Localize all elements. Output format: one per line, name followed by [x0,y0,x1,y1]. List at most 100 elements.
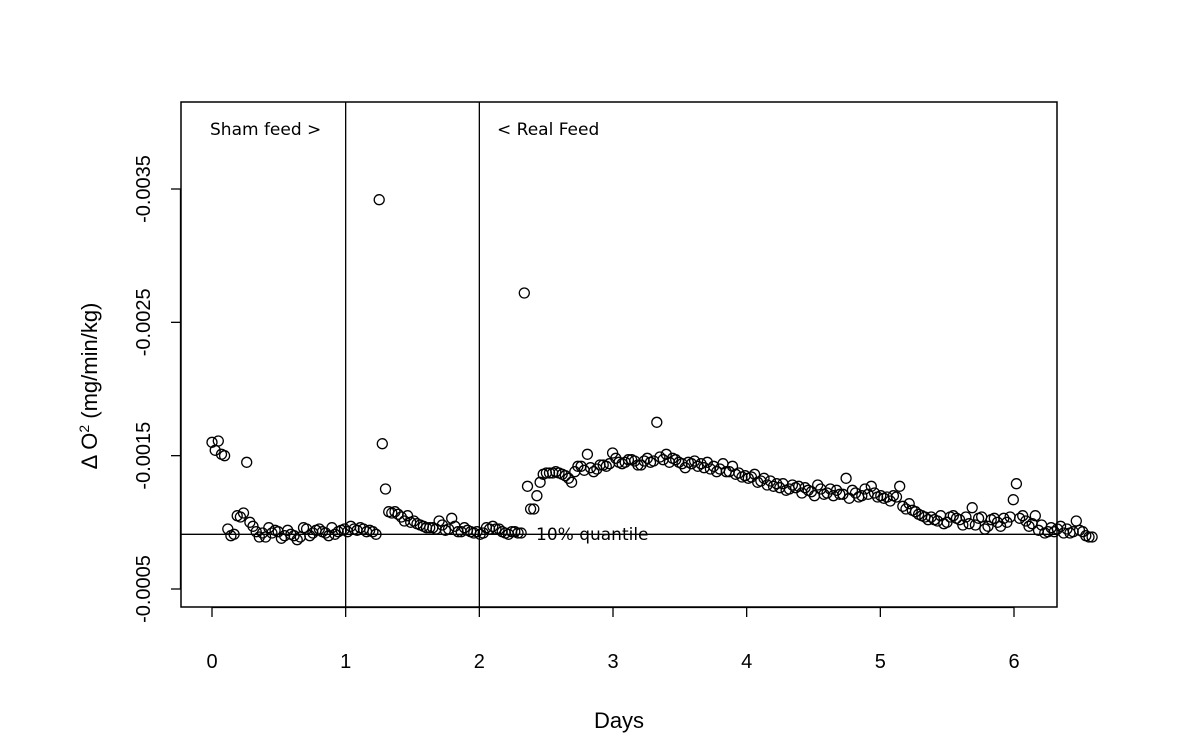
data-point [512,527,524,539]
data-point [228,528,240,540]
data-point [799,482,811,494]
data-points [206,194,1098,546]
data-point [632,459,644,471]
data-point [651,416,663,428]
data-point [947,510,959,522]
data-point [969,519,982,531]
quantile-annotation: 10% quantile [536,525,649,545]
data-point [515,527,527,539]
data-point [856,490,868,502]
data-point [572,460,584,472]
real-feed-annotation: < Real Feed [497,120,599,140]
x-axis: 0 1 2 3 4 5 6 [206,606,1020,673]
data-point [329,528,341,540]
data-point [837,488,849,500]
data-point [241,456,253,468]
y-axis-title-unit: (mg/min/kg) [77,303,102,425]
data-point [622,454,635,466]
data-point [679,462,691,474]
data-point [701,456,713,468]
data-point [370,528,382,540]
data-point [1086,531,1098,543]
x-tick-label: 4 [741,651,752,673]
x-axis-title: Days [594,708,644,733]
data-point [1010,478,1023,490]
data-point [559,470,571,482]
data-point [373,194,385,206]
data-point [266,527,278,539]
data-point [379,483,392,495]
data-point [247,520,259,532]
data-point [890,491,903,503]
x-tick-label: 0 [206,651,217,673]
data-point [660,448,672,460]
y-axis-title-superscript: 2 [76,425,92,433]
data-point [487,520,499,532]
data-point [367,526,379,538]
data-point [979,523,991,535]
data-point [528,503,540,515]
data-point [748,468,761,480]
data-point [1007,494,1019,506]
data-point [1054,520,1067,532]
data-point [894,480,906,492]
x-tick-label: 3 [607,651,618,673]
data-point [670,454,682,466]
data-point [588,466,600,478]
data-point [424,522,436,534]
data-point [275,532,288,544]
y-axis: -0.0035 -0.0025 -0.0015 -0.0005 [133,155,182,623]
data-point [218,450,231,462]
data-point [490,523,502,535]
data-point [534,476,546,488]
data-point [897,500,909,512]
data-point [966,502,978,514]
data-point [1013,512,1026,524]
y-tick-label: -0.0035 [133,155,155,223]
data-point [1029,510,1041,522]
data-point [957,519,969,531]
data-point [581,448,594,460]
data-point [376,438,388,450]
data-point [963,518,975,530]
data-point [786,479,799,491]
data-point [909,506,922,518]
sham-feed-annotation: Sham feed > [210,120,321,140]
data-point [237,507,250,519]
data-point [758,472,770,484]
x-tick-label: 5 [875,651,886,673]
data-point [903,498,915,510]
data-point [493,523,505,535]
y-axis-title: Δ O2 (mg/min/kg) [76,303,102,470]
data-point [840,472,852,484]
data-point [1083,531,1095,543]
data-point [458,522,471,534]
data-point [531,490,543,502]
data-point [291,534,303,546]
y-axis-title-main: Δ O [77,433,102,470]
y-tick-label: -0.0005 [133,555,155,623]
data-point [982,520,994,532]
data-point [313,523,325,535]
data-point [408,515,420,527]
data-point [824,483,836,495]
x-tick-label: 6 [1008,651,1019,673]
data-point [875,490,887,502]
y-tick-label: -0.0025 [133,288,155,356]
data-point [471,526,483,538]
x-tick-label: 1 [340,651,351,673]
data-point [565,476,578,488]
data-point [212,435,224,447]
data-point [960,511,972,523]
x-tick-label: 2 [474,651,485,673]
data-point [692,460,704,472]
data-point [654,451,666,463]
data-point [834,488,846,500]
data-point [865,480,877,492]
data-point [518,287,530,299]
data-point [524,503,537,515]
data-point [1023,520,1035,532]
data-point [521,480,534,492]
